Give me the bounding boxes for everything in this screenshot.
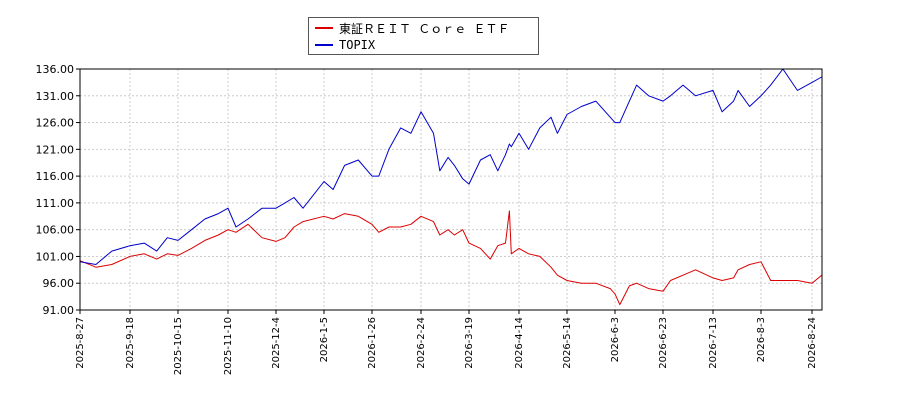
- legend-swatch-topix: [315, 44, 333, 46]
- x-axis-ticks: 2025-8-27 2025-9-18 2025-10-15 2025-11-10 20…: [75, 310, 818, 375]
- y-tick-label: 91.00: [43, 304, 75, 317]
- legend-label-topix: TOPIX: [339, 38, 376, 52]
- x-tick-label: 2026-2-24: [416, 317, 427, 369]
- legend-label-reit: 東証ＲＥＩＴ Ｃｏｒｅ ＥＴＦ: [339, 21, 510, 36]
- x-tick-label: 2026-8-24: [807, 317, 818, 369]
- y-tick-label: 96.00: [43, 277, 75, 290]
- series-line-reit: [79, 210, 823, 306]
- series-line-topix: [79, 68, 822, 265]
- y-tick-label: 101.00: [36, 250, 75, 263]
- chart-grid: [79, 68, 822, 311]
- x-tick-label: 2026-4-14: [514, 317, 525, 369]
- y-tick-label: 136.00: [36, 63, 75, 76]
- x-tick-label: 2025-11-10: [223, 317, 234, 375]
- x-tick-label: 2025-8-27: [75, 317, 86, 369]
- y-tick-label: 116.00: [36, 170, 75, 183]
- y-tick-label: 121.00: [36, 143, 75, 156]
- y-tick-label: 126.00: [36, 117, 75, 130]
- legend-swatch-reit: [315, 27, 333, 29]
- y-tick-label: 111.00: [36, 197, 75, 210]
- x-tick-label: 2025-9-18: [125, 317, 136, 369]
- chart-legend: 東証ＲＥＩＴ Ｃｏｒｅ ＥＴＦ TOPIX: [308, 17, 539, 55]
- x-tick-label: 2026-5-14: [562, 317, 573, 369]
- chart-series: [79, 68, 823, 306]
- legend-item-topix: TOPIX: [315, 37, 375, 53]
- x-tick-label: 2026-1-5: [319, 317, 330, 362]
- y-tick-label: 106.00: [36, 224, 75, 237]
- legend-item-reit: 東証ＲＥＩＴ Ｃｏｒｅ ＥＴＦ: [315, 20, 509, 36]
- x-tick-label: 2025-12-4: [271, 317, 282, 369]
- x-tick-label: 2026-6-23: [658, 317, 669, 369]
- plot-area-frame: [79, 68, 823, 311]
- x-tick-label: 2026-7-13: [708, 317, 719, 369]
- y-axis-ticks: 136.00 131.00 126.00 121.00 116.00 111.00 106.…: [36, 63, 80, 317]
- x-tick-label: 2025-10-15: [173, 317, 184, 375]
- x-tick-label: 2026-1-26: [367, 317, 378, 369]
- y-tick-label: 131.00: [36, 90, 75, 103]
- x-tick-label: 2026-3-19: [464, 317, 475, 369]
- x-tick-label: 2026-8-3: [756, 317, 767, 362]
- x-tick-label: 2026-6-3: [610, 317, 621, 362]
